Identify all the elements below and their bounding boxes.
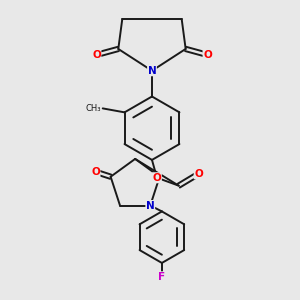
Text: N: N [148,66,156,76]
Text: N: N [146,200,155,211]
Text: O: O [153,173,161,183]
Text: O: O [92,50,101,60]
Text: F: F [158,272,166,282]
Text: CH₃: CH₃ [85,104,101,113]
Text: O: O [194,169,203,179]
Text: O: O [91,167,100,177]
Text: O: O [203,50,212,60]
